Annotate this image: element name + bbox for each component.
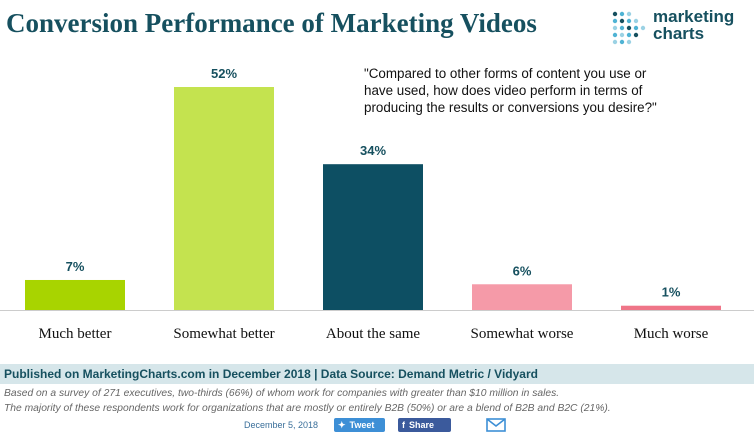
twitter-bird-icon: ✦: [338, 420, 346, 430]
logo-line-1: marketing: [653, 7, 735, 26]
category-label: Much better: [39, 326, 112, 342]
value-label: 6%: [513, 263, 532, 278]
category-label: About the same: [326, 326, 420, 342]
category-label: Somewhat worse: [471, 326, 574, 342]
methodology-note-2: The majority of these respondents work f…: [4, 403, 611, 414]
footer-band: [0, 364, 754, 384]
bar-about-the-same: [323, 164, 423, 310]
tweet-label: Tweet: [349, 420, 375, 430]
value-label: 1%: [662, 285, 681, 300]
logo-line-2: charts: [653, 24, 705, 43]
share-label: Share: [409, 420, 435, 430]
bar-somewhat-better: [174, 87, 274, 310]
category-label: Much worse: [634, 326, 709, 342]
share-button[interactable]: f Share: [398, 418, 451, 432]
bar-much-worse: [621, 305, 721, 310]
category-label: Somewhat better: [173, 326, 274, 342]
methodology-note-1: Based on a survey of 271 executives, two…: [4, 388, 560, 399]
survey-question: "Compared to other forms of content you …: [364, 66, 657, 115]
bar-chart: 7% Much better 52% Somewhat better 34% About …: [0, 66, 754, 342]
bar-somewhat-worse: [472, 284, 572, 310]
source-line: Published on MarketingCharts.com in Dece…: [4, 367, 538, 381]
bar-much-better: [25, 279, 125, 310]
page-title: Conversion Performance of Marketing Vide…: [6, 8, 537, 38]
mail-icon[interactable]: [486, 418, 506, 432]
marketingcharts-logo[interactable]: marketing charts: [611, 8, 751, 48]
value-label: 52%: [211, 66, 237, 81]
value-label: 34%: [360, 143, 386, 158]
tweet-button[interactable]: ✦ Tweet: [334, 418, 385, 432]
publish-date: December 5, 2018: [244, 420, 319, 430]
dot-grid-logo-icon: [612, 11, 646, 45]
value-label: 7%: [66, 259, 85, 274]
logo-wordmark: marketing charts: [653, 8, 734, 42]
facebook-icon: f: [402, 420, 405, 430]
